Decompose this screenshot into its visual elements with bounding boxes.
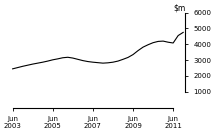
Text: $m: $m <box>173 3 185 12</box>
